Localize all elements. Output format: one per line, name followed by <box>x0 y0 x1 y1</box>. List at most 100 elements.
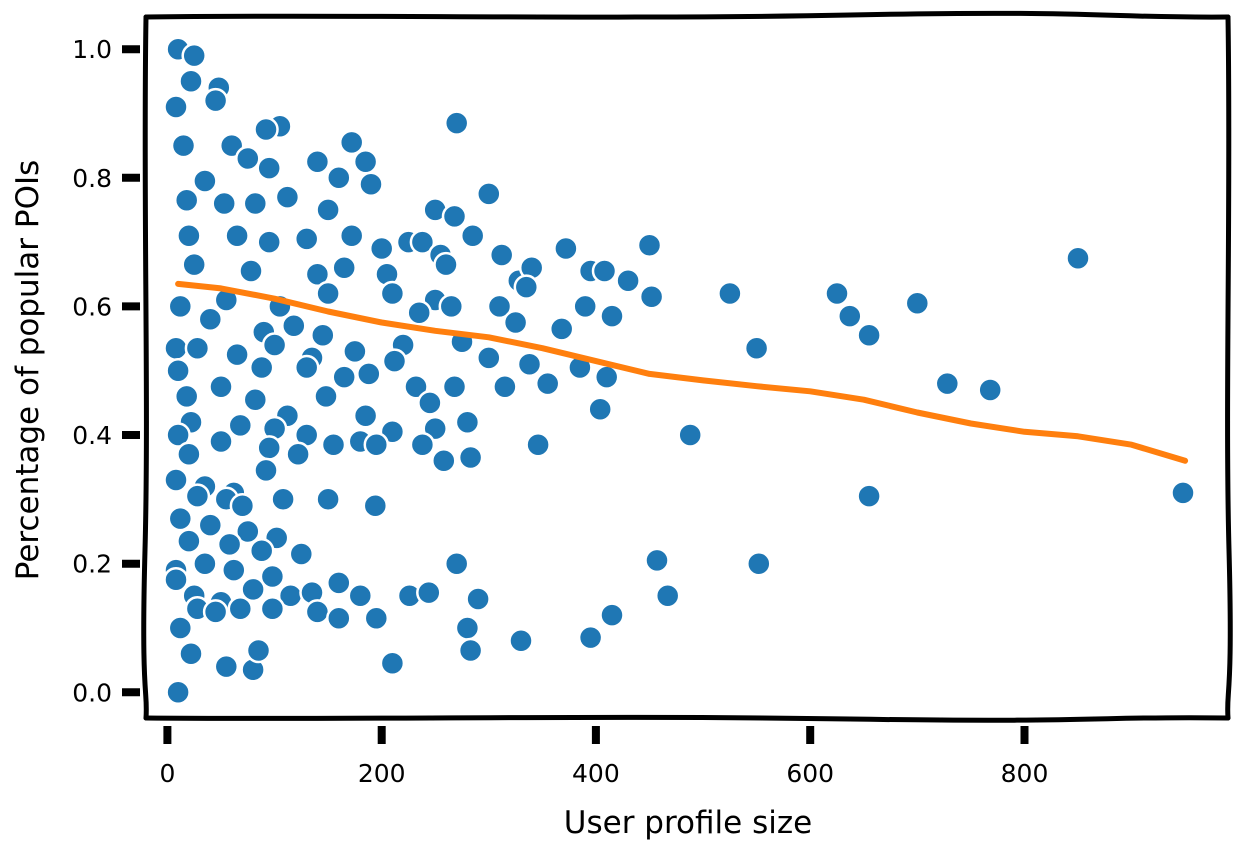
scatter-point <box>310 322 336 349</box>
scatter-point <box>259 595 286 622</box>
scatter-point <box>326 605 352 632</box>
x-tick-label: 600 <box>786 759 834 788</box>
scatter-point <box>525 431 551 458</box>
scatter-point <box>253 116 279 143</box>
scatter-point <box>211 190 237 217</box>
scatter-point <box>441 203 468 230</box>
scatter-point <box>167 505 194 532</box>
scatter-point <box>534 370 561 397</box>
scatter-point <box>202 599 229 625</box>
scatter-point <box>304 148 331 175</box>
scatter-point <box>224 341 250 368</box>
scatter-point <box>443 110 470 136</box>
scatter-point <box>516 351 543 378</box>
scatter-point <box>197 306 224 333</box>
scatter-point <box>173 187 200 214</box>
scatter-point <box>170 132 197 159</box>
scatter-point <box>242 386 269 413</box>
scatter-point <box>406 300 432 326</box>
scatter-point <box>1065 245 1091 271</box>
scatter-point <box>593 364 620 390</box>
scatter-point <box>245 637 272 664</box>
scatter-point <box>285 441 311 468</box>
scatter-point <box>320 431 347 458</box>
scatter-point <box>208 374 234 400</box>
scatter-point <box>178 68 204 95</box>
scatter-point <box>227 595 254 622</box>
scatter-point <box>381 348 408 374</box>
scatter-point <box>315 486 341 513</box>
scatter-point <box>636 232 663 259</box>
scatter-point <box>288 541 315 567</box>
scatter-point <box>253 457 279 484</box>
scatter-point <box>441 374 468 400</box>
scatter-point <box>173 383 200 410</box>
scatter-point <box>165 357 191 384</box>
scatter-point <box>553 235 579 262</box>
x-axis-label: User profile size <box>564 805 812 841</box>
scatter-point <box>572 293 598 320</box>
scatter-point <box>363 431 390 458</box>
scatter-point <box>347 583 374 609</box>
trend-line <box>175 280 1189 464</box>
scatter-point <box>163 335 189 361</box>
scatter-point <box>486 293 513 320</box>
plot-frame-bottom <box>143 714 1231 723</box>
trend-line-layer <box>175 280 1189 464</box>
scatter-point <box>492 374 518 400</box>
scatter-point <box>508 628 534 654</box>
scatter-point <box>259 563 286 590</box>
scatter-point <box>235 145 261 172</box>
scatter-point <box>856 322 882 349</box>
plot-frame-right <box>1225 14 1233 721</box>
scatter-point <box>178 640 204 667</box>
scatter-point <box>548 316 575 342</box>
scatter-point <box>824 280 850 307</box>
scatter-point <box>176 441 202 468</box>
scatter-point <box>465 586 491 612</box>
y-tick-label: 0.8 <box>72 164 112 193</box>
scatter-point <box>476 345 502 371</box>
scatter-point <box>342 338 368 365</box>
scatter-point <box>165 679 191 706</box>
scatter-point <box>235 518 261 545</box>
scatter-point <box>197 512 224 538</box>
scatter-point <box>433 251 459 278</box>
y-tick-label: 0.0 <box>72 678 112 707</box>
scatter-point <box>431 448 457 474</box>
scatter-point <box>457 637 484 664</box>
scatter-point <box>476 181 502 207</box>
scatter-point <box>224 222 250 249</box>
scatter-point <box>181 42 207 69</box>
scatter-point <box>1170 480 1196 506</box>
scatter-point <box>591 258 618 284</box>
scatter-point <box>837 303 863 329</box>
scatter-point <box>454 615 481 641</box>
scatter-point <box>368 235 395 262</box>
scatter-point <box>167 293 194 320</box>
scatter-point <box>167 615 194 641</box>
scatter-point <box>457 444 484 471</box>
scatter-point <box>409 229 436 255</box>
scatter-point <box>326 570 352 596</box>
scatter-point <box>416 579 442 606</box>
scatter-point <box>654 583 681 609</box>
scatter-point <box>192 550 218 577</box>
scatter-point <box>379 650 406 677</box>
scatter-point <box>248 354 275 381</box>
scatter-point <box>977 377 1003 403</box>
scatter-point <box>331 255 357 281</box>
scatter-point <box>221 557 247 583</box>
y-tick-label: 0.4 <box>72 421 112 450</box>
scatter-point <box>599 602 625 628</box>
scatter-point <box>743 335 770 361</box>
plot-frame <box>141 10 1233 723</box>
scatter-point <box>184 483 211 509</box>
scatter-point <box>315 197 341 223</box>
scatter-point <box>202 87 229 114</box>
scatter-point <box>293 354 320 381</box>
scatter-point <box>293 226 320 252</box>
scatter-point <box>599 303 625 329</box>
scatter-point <box>488 242 515 268</box>
